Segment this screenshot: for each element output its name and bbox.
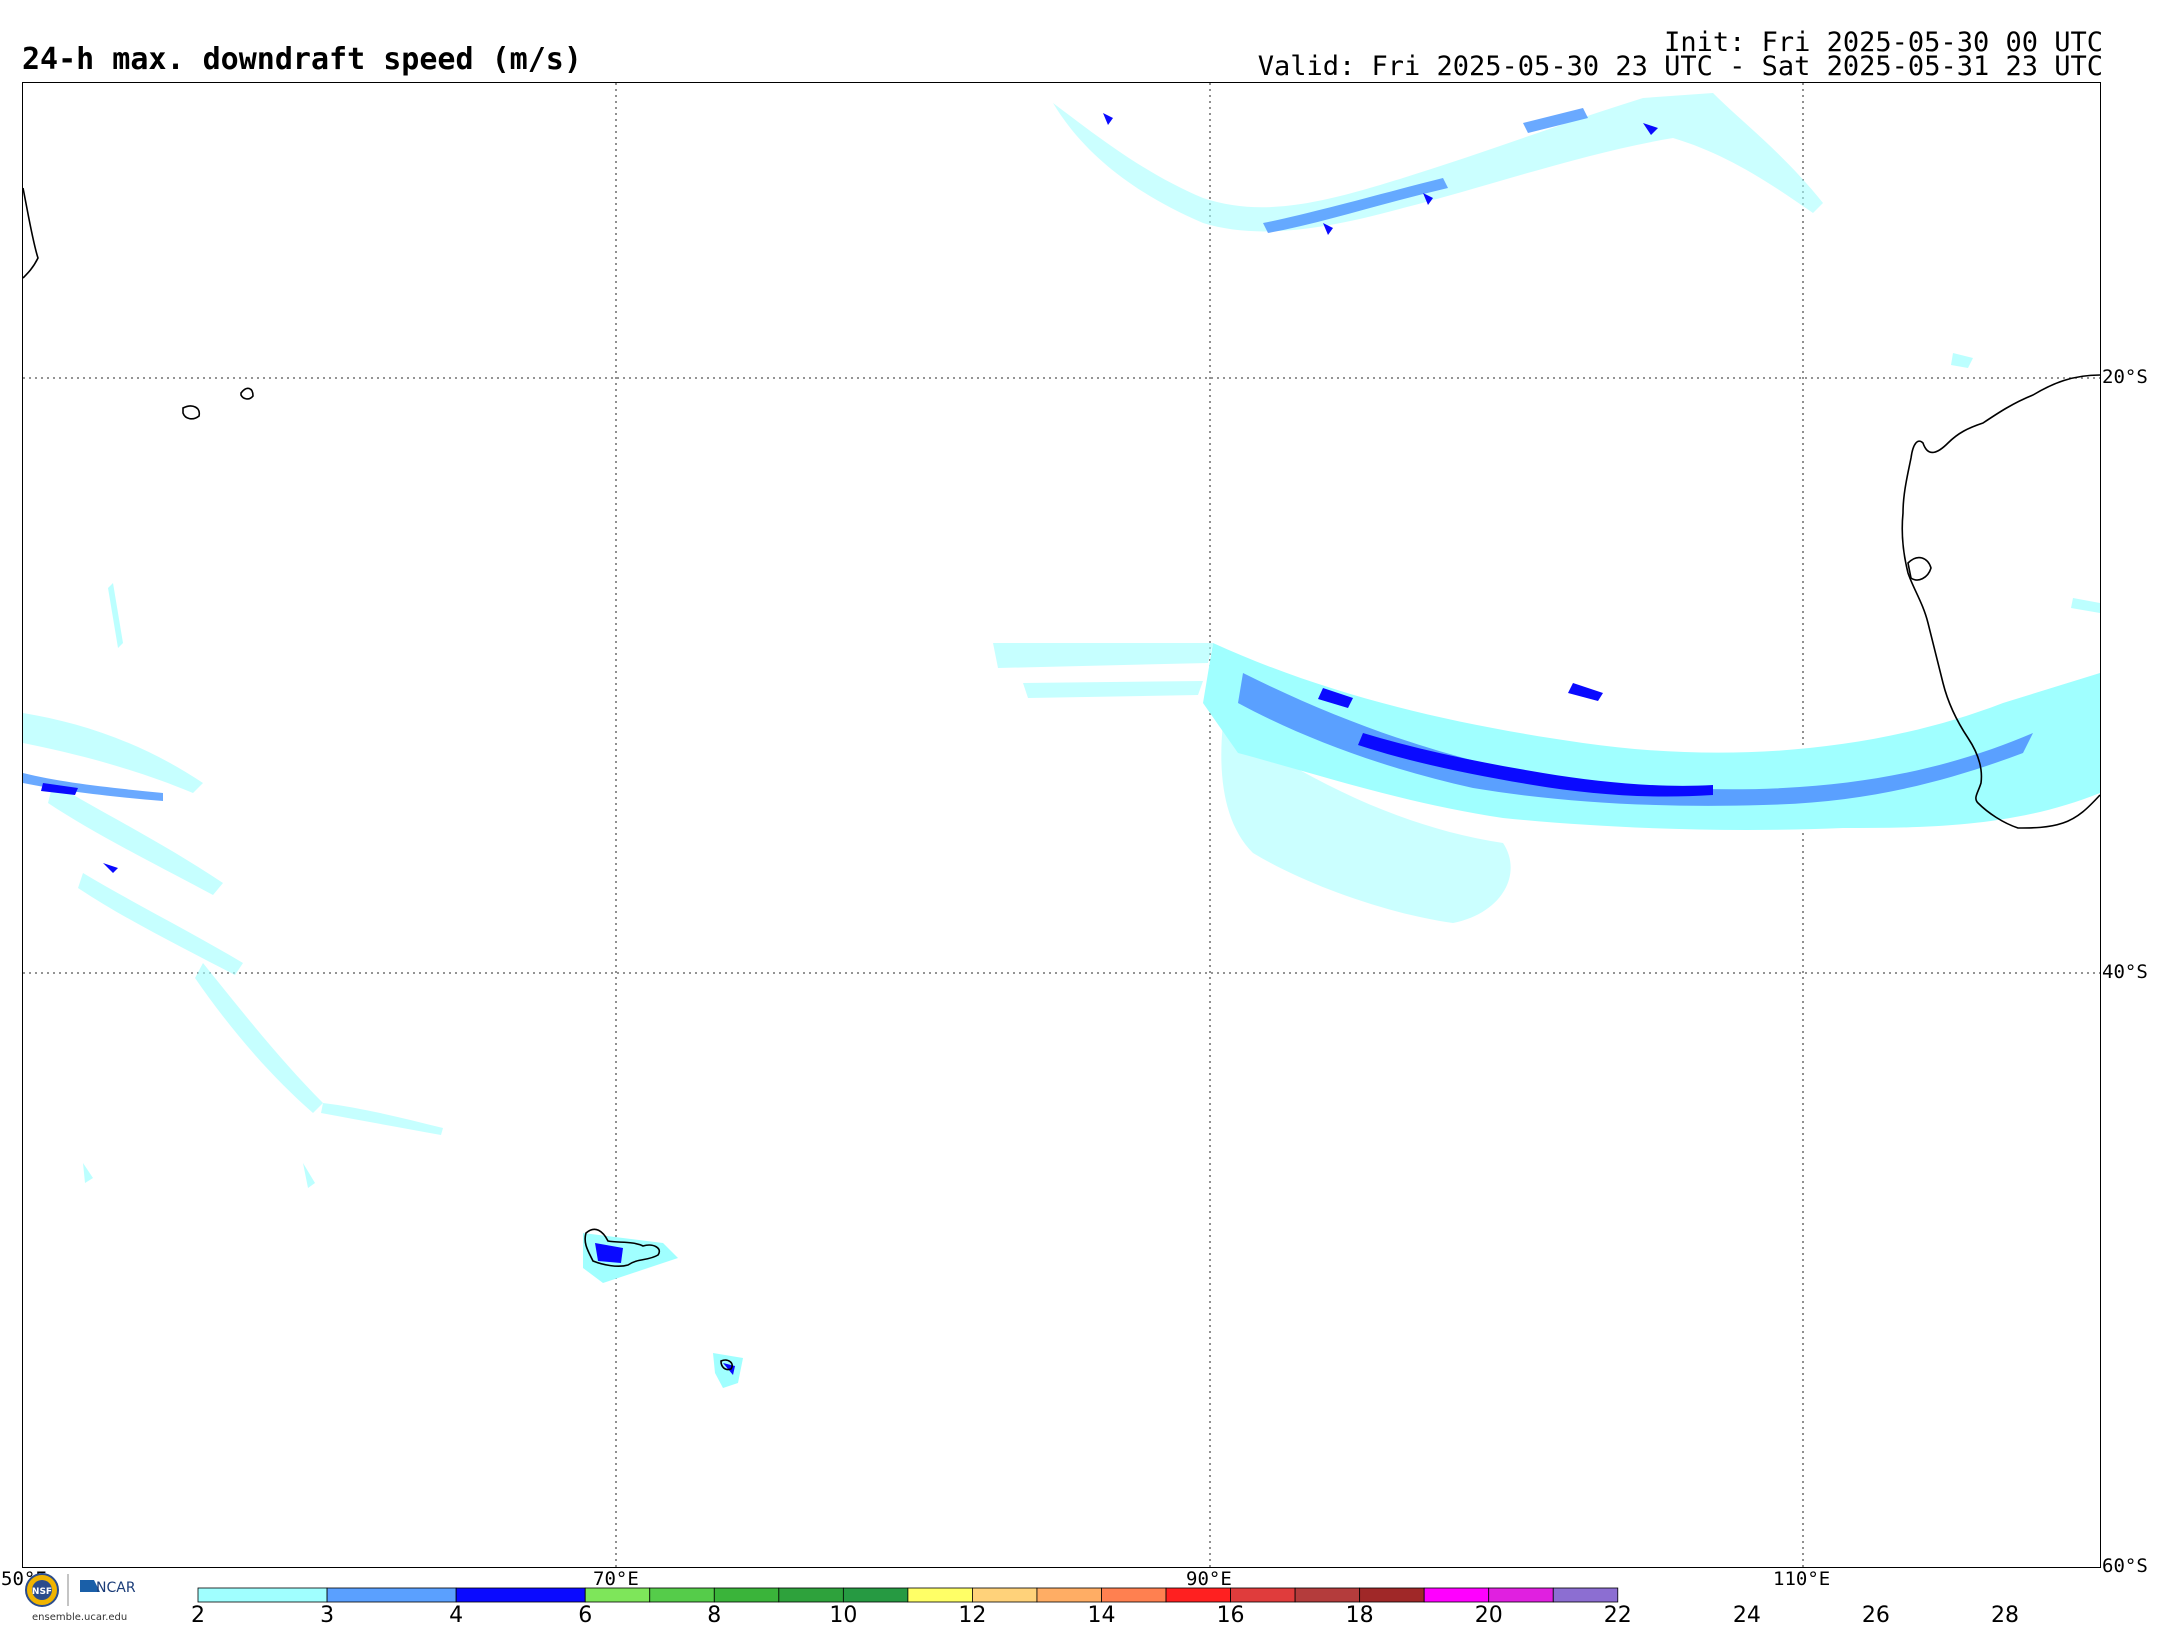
downdraft-north-arc bbox=[1053, 93, 1823, 232]
gridlines bbox=[23, 83, 2100, 1567]
map-panel[interactable]: 20°S 40°S 60°S 50°E 70°E 90°E 110°E bbox=[1, 82, 2148, 1590]
coastline-reunion bbox=[182, 405, 201, 420]
colorbar-tick-label: 8 bbox=[707, 1603, 721, 1626]
colorbar-segment bbox=[778, 1587, 844, 1603]
colorbar-tick-label: 3 bbox=[320, 1603, 334, 1626]
colorbar-tick-label: 14 bbox=[1088, 1603, 1116, 1626]
colorbar-segment bbox=[649, 1587, 715, 1603]
colorbar-segment bbox=[326, 1587, 457, 1603]
nsf-logo: NSF bbox=[25, 1573, 59, 1607]
init-time: Init: Fri 2025-05-30 00 UTC bbox=[1664, 27, 2103, 58]
main-band-core bbox=[1238, 673, 2033, 806]
kerguelen-cells bbox=[595, 1243, 623, 1263]
coastline-heard bbox=[720, 1359, 733, 1371]
map-title: 24-h max. downdraft speed (m/s) bbox=[22, 42, 582, 77]
lon-label-110e: 110°E bbox=[1773, 1568, 1831, 1590]
colorbar-segment bbox=[1101, 1587, 1167, 1603]
lat-label-40s: 40°S bbox=[2102, 961, 2148, 983]
downdraft-field-2-3 bbox=[23, 93, 2100, 1388]
downdraft-heard bbox=[713, 1353, 743, 1388]
valid-time: Valid: Fri 2025-05-30 23 UTC - Sat 2025-… bbox=[1257, 51, 2103, 82]
downdraft-kerguelen bbox=[583, 1233, 678, 1283]
coastline-shark-bay bbox=[1907, 556, 1932, 581]
band-cell-2 bbox=[1568, 683, 1603, 701]
band-cell-1 bbox=[1318, 688, 1353, 708]
downdraft-field-3-4 bbox=[23, 108, 2033, 806]
map-canvas bbox=[23, 83, 2100, 1567]
colorbar-segment bbox=[1359, 1587, 1425, 1603]
coastline-australia bbox=[1901, 374, 2100, 829]
colorbar-tick-label: 2 bbox=[191, 1603, 205, 1626]
colorbar-tick-label: 26 bbox=[1862, 1603, 1890, 1626]
ncar-logo: NCAR bbox=[80, 1580, 136, 1596]
downdraft-streaks-west bbox=[993, 643, 1213, 698]
colorbar-segment bbox=[1488, 1587, 1554, 1603]
downdraft-nw-australia bbox=[1951, 353, 2100, 613]
nsf-text: NSF bbox=[32, 1587, 52, 1597]
colorbar-segment bbox=[972, 1587, 1038, 1603]
colorbar-segment bbox=[1552, 1587, 1619, 1603]
colorbar-tick-label: 16 bbox=[1217, 1603, 1245, 1626]
colorbar-tick-label: 18 bbox=[1346, 1603, 1374, 1626]
colorbar-segment bbox=[1230, 1587, 1296, 1603]
colorbar-tick-label: 4 bbox=[449, 1603, 463, 1626]
colorbar-tick-label: 12 bbox=[958, 1603, 986, 1626]
ncar-text: NCAR bbox=[96, 1580, 136, 1596]
colorbar-tick-label: 6 bbox=[578, 1603, 592, 1626]
main-band-max bbox=[1358, 733, 1713, 797]
colorbar-tick-label: 20 bbox=[1475, 1603, 1503, 1626]
colorbar-tick-label: 28 bbox=[1991, 1603, 2019, 1626]
colorbar-segment bbox=[455, 1587, 586, 1603]
lon-label-90e: 90°E bbox=[1186, 1568, 1232, 1590]
lat-label-60s: 60°S bbox=[2102, 1555, 2148, 1577]
logo-block: NSF NCAR ensemble.ucar.edu bbox=[22, 1570, 162, 1626]
colorbar-segment bbox=[1036, 1587, 1102, 1603]
colorbar-segment bbox=[197, 1587, 328, 1603]
downdraft-plume-south bbox=[1221, 723, 1511, 923]
lon-label-70e: 70°E bbox=[593, 1568, 639, 1590]
colorbar-tick-label: 24 bbox=[1733, 1603, 1761, 1626]
lat-label-20s: 20°S bbox=[2102, 366, 2148, 388]
colorbar-tick-label: 10 bbox=[829, 1603, 857, 1626]
colorbar-segment bbox=[1165, 1587, 1231, 1603]
colorbar-segment bbox=[584, 1587, 651, 1603]
colorbar-tick-label: 22 bbox=[1604, 1603, 1632, 1626]
coastline-madagascar-edge bbox=[23, 187, 39, 279]
colorbar-segment bbox=[1423, 1587, 1490, 1603]
coastline-kerguelen bbox=[584, 1228, 661, 1268]
colorbar-segment bbox=[842, 1587, 909, 1603]
west-core bbox=[23, 773, 163, 801]
colorbar-segment bbox=[1294, 1587, 1361, 1603]
ensemble-url: ensemble.ucar.edu bbox=[32, 1612, 127, 1623]
colorbar-segment bbox=[713, 1587, 780, 1603]
coastline-mauritius bbox=[240, 387, 254, 400]
coastlines bbox=[23, 187, 2100, 1371]
downdraft-west-streaks bbox=[23, 713, 443, 1135]
colorbar-segment bbox=[907, 1587, 973, 1603]
north-arc-core bbox=[1263, 108, 1588, 233]
